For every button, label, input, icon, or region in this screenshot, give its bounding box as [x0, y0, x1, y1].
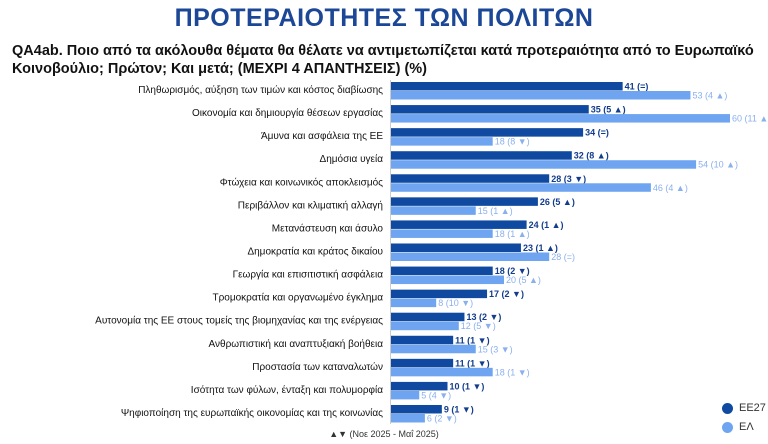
bar-el: [391, 298, 437, 308]
data-label-ee27: 41 (=): [625, 82, 649, 92]
bar-ee27: [391, 289, 488, 299]
bar-el: [391, 367, 493, 377]
data-label-el: 18 (1 ▲): [495, 229, 530, 239]
category-label: Πληθωρισμός, αύξηση των τιμών και κόστος…: [138, 84, 383, 96]
data-label-ee27: 13 (2 ▼): [466, 312, 501, 322]
bar-el: [391, 206, 476, 215]
legend-swatch-ee27: [722, 402, 733, 414]
data-label-ee27: 11 (1 ▼): [455, 335, 489, 345]
data-label-ee27: 32 (8 ▲): [574, 151, 609, 161]
bar-ee27: [391, 404, 442, 414]
legend-el: ΕΛ: [722, 421, 754, 433]
footnote: ▲▼ (Νοε 2025 - Μαΐ 2025): [329, 429, 439, 439]
data-label-ee27: 17 (2 ▼): [489, 289, 524, 299]
data-label-ee27: 28 (3 ▼): [551, 174, 586, 184]
category-label: Αυτονομία της ΕΕ στους τομείς της βιομηχ…: [95, 315, 383, 327]
category-label: Τρομοκρατία και οργανωμένο έγκλημα: [212, 292, 383, 304]
bar-ee27: [391, 358, 454, 368]
bar-ee27: [391, 82, 623, 91]
bar-ee27: [391, 220, 527, 229]
legend-label-ee27: ΕΕ27: [739, 402, 766, 414]
category-label: Προστασία των καταναλωτών: [252, 361, 383, 373]
bar-ee27: [391, 197, 538, 206]
bar-el: [391, 252, 550, 261]
data-label-ee27: 35 (5 ▲): [591, 105, 626, 115]
data-label-el: 6 (2 ▼): [427, 413, 457, 423]
data-label-el: 18 (1 ▼): [495, 367, 530, 377]
bar-ee27: [391, 312, 465, 322]
category-label: Ανθρωπιστική και αναπτυξιακή βοήθεια: [209, 338, 384, 350]
bar-ee27: [391, 266, 493, 276]
legend-ee27: ΕΕ27: [722, 402, 766, 414]
page-title: ΠΡΟΤΕΡΑΙΟΤΗΤΕΣ ΤΩΝ ΠΟΛΙΤΩΝ: [174, 4, 594, 32]
data-label-el: 12 (5 ▼): [461, 321, 496, 331]
category-label: Φτώχεια και κοινωνικός αποκλεισμός: [220, 176, 383, 188]
category-label: Ψηφιοποίηση της ευρωπαϊκής οικονομίας κα…: [121, 407, 383, 419]
data-label-el: 53 (4 ▲): [692, 91, 727, 101]
bar-ee27: [391, 174, 550, 183]
bar-el: [391, 390, 420, 400]
data-label-el: 28 (=): [551, 252, 575, 262]
category-label: Άμυνα και ασφάλεια της ΕΕ: [261, 130, 383, 142]
bar-ee27: [391, 243, 521, 252]
data-label-el: 5 (4 ▼): [421, 390, 451, 400]
bar-ee27: [391, 128, 584, 137]
data-label-ee27: 23 (1 ▲): [523, 243, 558, 253]
category-label: Περιβάλλον και κλιματική αλλαγή: [238, 199, 383, 211]
category-label: Μετανάστευση και άσυλο: [272, 222, 384, 234]
bar-el: [391, 344, 476, 354]
data-label-el: 15 (1 ▲): [478, 206, 513, 216]
bar-el: [391, 91, 691, 100]
data-label-ee27: 9 (1 ▼): [444, 404, 474, 414]
data-label-el: 8 (10 ▼): [438, 298, 473, 308]
category-label: Γεωργία και επισιτιστική ασφάλεια: [233, 269, 384, 281]
data-label-el: 20 (5 ▲): [506, 275, 541, 285]
category-label: Δημόσια υγεία: [320, 153, 384, 165]
data-label-ee27: 34 (=): [585, 128, 609, 138]
bar-el: [391, 183, 651, 192]
question-text: QA4ab. Ποιο από τα ακόλουθα θέματα θα θέ…: [12, 43, 754, 77]
bar-ee27: [391, 105, 589, 114]
bar-el: [391, 160, 697, 169]
bar-el: [391, 137, 493, 146]
data-label-el: 60 (11 ▲): [732, 114, 768, 124]
bar-el: [391, 275, 504, 285]
data-label-el: 46 (4 ▲): [653, 183, 688, 193]
bar-el: [391, 229, 493, 238]
bar-ee27: [391, 151, 572, 160]
legend-swatch-el: [722, 421, 733, 433]
data-label-el: 54 (10 ▲): [698, 160, 738, 170]
category-label: Ισότητα των φύλων, ένταξη και πολυμορφία: [191, 384, 383, 396]
bar-ee27: [391, 381, 448, 391]
data-label-el: 15 (3 ▼): [478, 344, 513, 354]
bar-el: [391, 413, 425, 423]
data-label-ee27: 18 (2 ▼): [495, 266, 530, 276]
bar-ee27: [391, 335, 454, 345]
bar-el: [391, 321, 459, 331]
legend-label-el: ΕΛ: [739, 421, 754, 433]
category-label: Δημοκρατία και κράτος δικαίου: [247, 245, 383, 257]
bar-el: [391, 114, 730, 123]
data-label-ee27: 11 (1 ▼): [455, 358, 489, 368]
data-label-ee27: 26 (5 ▲): [540, 197, 575, 207]
data-label-ee27: 10 (1 ▼): [450, 381, 485, 391]
category-label: Οικονομία και δημιουργία θέσεων εργασίας: [192, 107, 383, 119]
data-label-el: 18 (8 ▼): [495, 137, 530, 147]
data-label-ee27: 24 (1 ▲): [529, 220, 564, 230]
